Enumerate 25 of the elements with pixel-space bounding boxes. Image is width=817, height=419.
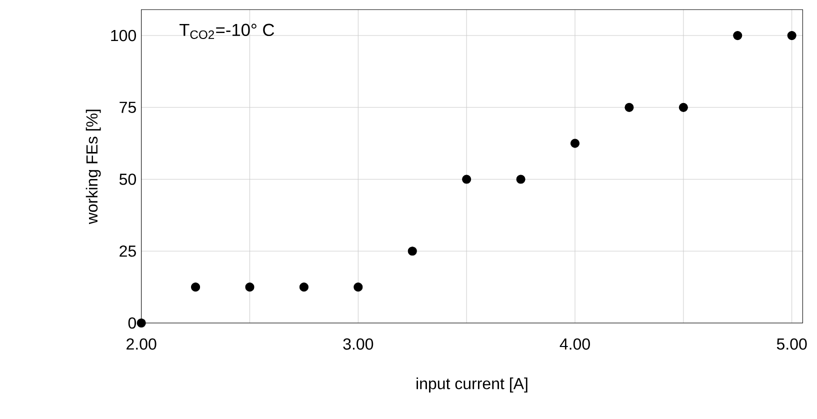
x-tick-label: 3.00 [343, 338, 374, 350]
x-tick-label: 4.00 [560, 338, 590, 350]
x-tick-label: 2.00 [126, 338, 156, 350]
point [570, 138, 580, 148]
y-tick-label: 100 [111, 30, 136, 42]
y-tick-label: 50 [119, 174, 136, 185]
point [245, 282, 254, 292]
y-tick-label: 0 [128, 317, 136, 329]
point [408, 246, 417, 256]
point [462, 174, 472, 184]
x-tick-label: 5.00 [776, 338, 807, 350]
y-axis-title: working FEs [%] [86, 110, 101, 224]
y-tick-label: 75 [120, 102, 136, 113]
point [136, 318, 146, 328]
point [678, 102, 688, 112]
point [191, 282, 200, 292]
annotation: T$_{CO2}$=-10° C [180, 24, 274, 39]
point [624, 102, 634, 112]
point [787, 31, 796, 40]
point [516, 174, 526, 184]
point [354, 282, 363, 292]
y-tick-label: 25 [120, 245, 136, 257]
point [299, 282, 308, 292]
point [733, 31, 742, 40]
x-axis-title: input current [A] [416, 378, 528, 392]
